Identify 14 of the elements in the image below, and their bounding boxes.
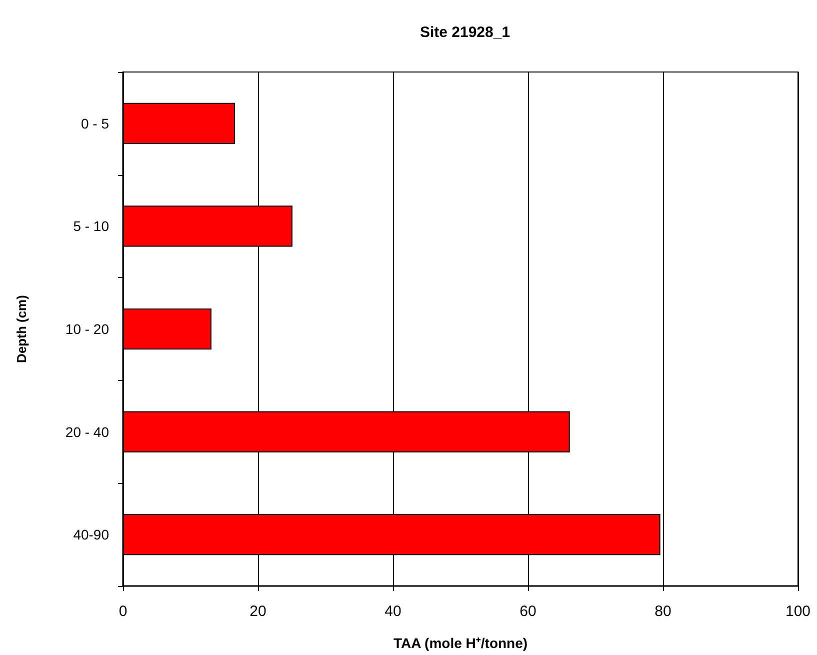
- x-tick-label: 40: [384, 603, 402, 620]
- y-tick-label: 5 - 10: [73, 218, 110, 234]
- y-tick-label: 0 - 5: [80, 115, 110, 132]
- x-tick-label: 20: [250, 603, 266, 620]
- y-tick-label: 40-90: [73, 526, 110, 543]
- x-axis-title: TAA (mole H⁺/tonne): [393, 635, 528, 651]
- y-tick-label: 20 - 40: [65, 424, 110, 440]
- y-tick-label: 10 - 20: [65, 321, 110, 337]
- x-tick-label: 80: [654, 603, 672, 620]
- chart-title: Site 21928_1: [420, 24, 510, 41]
- y-axis-title: Depth (cm): [14, 295, 29, 363]
- x-tick-label: 0: [118, 603, 128, 620]
- x-tick-label: 60: [520, 603, 536, 620]
- x-tick-label: 100: [785, 603, 811, 620]
